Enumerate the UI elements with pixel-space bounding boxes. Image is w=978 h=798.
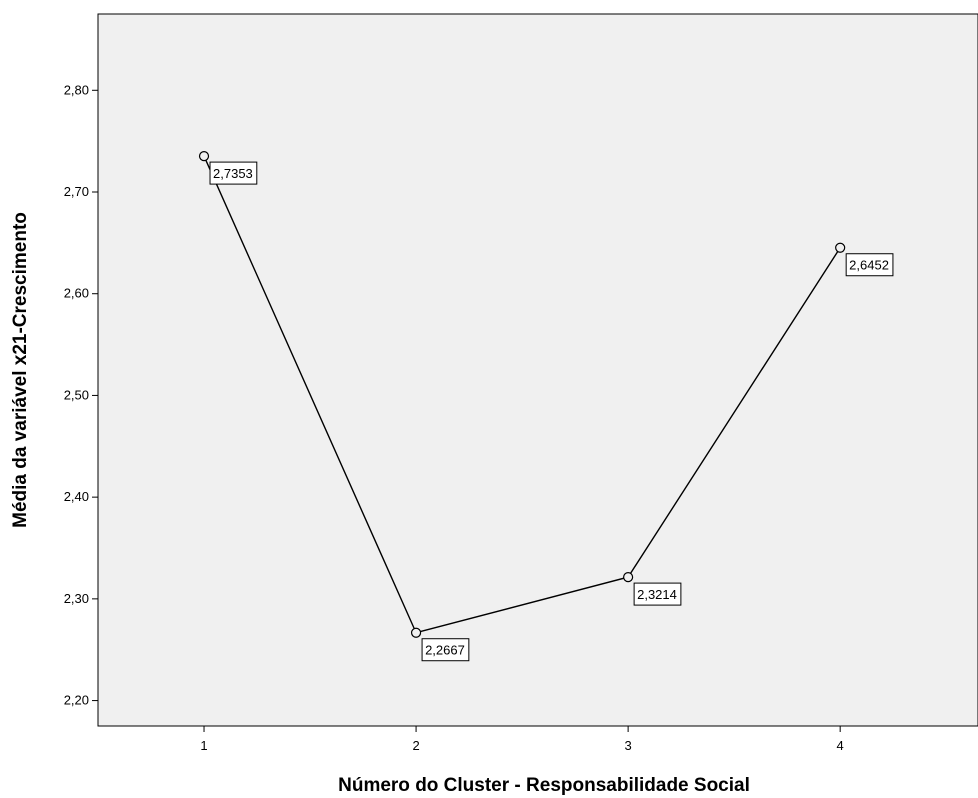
x-tick-label: 2 — [412, 738, 419, 753]
y-tick-label: 2,20 — [64, 693, 89, 708]
data-label-text: 2,3214 — [637, 587, 677, 602]
y-tick-label: 2,80 — [64, 82, 89, 97]
data-label-text: 2,7353 — [213, 166, 253, 181]
y-axis: 2,20 2,30 2,40 2,50 2,60 2,70 2,80 — [64, 82, 98, 708]
data-label-box — [845, 253, 894, 277]
data-point-marker — [623, 571, 634, 583]
x-tick-label: 1 — [200, 738, 207, 753]
y-tick-label: 2,50 — [64, 387, 89, 402]
y-axis-title: Média da variável x21-Crescimento — [10, 212, 31, 528]
y-tick-label: 2,70 — [64, 184, 89, 199]
data-points-group — [198, 150, 846, 638]
data-label-text: 2,2667 — [425, 643, 465, 658]
data-label: 2,7353 — [209, 161, 258, 185]
data-label-box — [633, 582, 682, 606]
y-tick-label: 2,30 — [64, 591, 89, 606]
data-label-box — [421, 638, 470, 662]
data-label: 2,6452 — [845, 253, 894, 277]
x-tick-label: 4 — [837, 738, 844, 753]
data-point-marker — [835, 242, 846, 253]
data-point-marker — [410, 627, 422, 638]
y-tick-label: 2,60 — [64, 286, 89, 301]
x-axis-title: Número do Cluster - Responsabilidade Soc… — [338, 775, 750, 796]
data-label-box — [209, 161, 258, 185]
data-label: 2,2667 — [421, 638, 470, 662]
data-point-marker — [198, 150, 210, 162]
data-labels-group: 2,7353 2,2667 2,3214 2,6452 — [209, 161, 894, 662]
x-tick-label: 3 — [625, 738, 632, 753]
series-line — [203, 155, 841, 634]
x-axis: 1 2 3 4 — [200, 726, 844, 753]
data-label-text: 2,6452 — [849, 258, 889, 273]
y-tick-label: 2,40 — [64, 489, 89, 504]
plot-area — [97, 13, 978, 727]
data-label: 2,3214 — [633, 582, 682, 606]
series-line-group — [203, 155, 841, 634]
